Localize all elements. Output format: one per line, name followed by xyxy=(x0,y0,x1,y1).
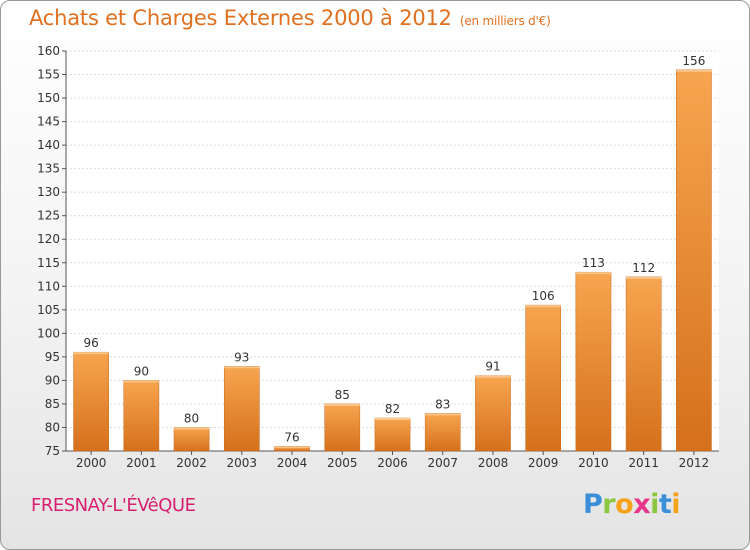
bar xyxy=(73,351,109,452)
y-tick-label: 145 xyxy=(37,115,60,129)
y-tick-label: 100 xyxy=(37,326,60,340)
data-label: 156 xyxy=(682,54,705,68)
y-tick-label: 85 xyxy=(45,397,60,411)
logo-letter: i xyxy=(650,489,659,520)
x-tick-label: 2011 xyxy=(628,456,659,470)
y-tick-label: 90 xyxy=(45,373,60,387)
y-tick-label: 155 xyxy=(37,68,60,82)
chart-subtitle: (en milliers d'€) xyxy=(459,14,551,28)
logo-letter: x xyxy=(633,489,651,520)
x-tick-label: 2001 xyxy=(126,456,157,470)
y-tick-label: 120 xyxy=(37,232,60,246)
logo-letter: P xyxy=(583,489,603,520)
x-tick-label: 2002 xyxy=(176,456,207,470)
data-label: 93 xyxy=(234,350,249,364)
data-label: 90 xyxy=(134,364,149,378)
bar xyxy=(123,380,160,452)
y-tick-label: 125 xyxy=(37,209,60,223)
y-tick-label: 135 xyxy=(37,162,60,176)
y-tick-label: 75 xyxy=(45,444,60,458)
logo-letter: i xyxy=(671,489,681,520)
y-tick-label: 160 xyxy=(37,44,60,58)
logo-letter: t xyxy=(658,489,672,520)
data-label: 76 xyxy=(284,430,299,444)
data-label: 85 xyxy=(335,388,350,402)
bar xyxy=(223,366,260,452)
bar xyxy=(575,271,612,452)
data-label: 113 xyxy=(582,256,605,270)
x-tick-label: 2009 xyxy=(528,456,559,470)
x-tick-label: 2000 xyxy=(76,456,107,470)
logo-letter: o xyxy=(615,489,634,520)
y-tick-label: 95 xyxy=(45,350,60,364)
x-tick-label: 2004 xyxy=(277,456,308,470)
bar xyxy=(324,403,361,452)
x-tick-label: 2010 xyxy=(578,456,609,470)
data-label: 83 xyxy=(435,397,450,411)
y-tick-label: 140 xyxy=(37,138,60,152)
commune-name: FRESNAY-L'ÉVêQUE xyxy=(31,495,196,516)
y-tick-label: 130 xyxy=(37,185,60,199)
chart-title: Achats et Charges Externes 2000 à 2012 (e… xyxy=(29,6,551,30)
proxiti-logo: Proxiti xyxy=(583,489,681,520)
data-label: 106 xyxy=(532,289,555,303)
y-tick-label: 150 xyxy=(37,91,60,105)
data-label: 91 xyxy=(485,360,500,374)
bar xyxy=(374,417,411,452)
x-tick-label: 2006 xyxy=(377,456,408,470)
plot-area xyxy=(66,51,719,451)
chart-title-text: Achats et Charges Externes 2000 à 2012 xyxy=(29,6,452,30)
bar xyxy=(625,276,662,452)
y-tick-label: 105 xyxy=(37,303,60,317)
data-label: 96 xyxy=(83,336,98,350)
data-label: 80 xyxy=(184,411,199,425)
bar xyxy=(475,375,511,452)
x-tick-label: 2003 xyxy=(227,456,258,470)
y-tick-label: 115 xyxy=(37,256,60,270)
data-label: 112 xyxy=(632,261,655,275)
y-tick-label: 110 xyxy=(37,279,60,293)
data-label: 82 xyxy=(385,402,400,416)
bar xyxy=(173,427,210,452)
bar xyxy=(525,304,562,452)
bar xyxy=(424,413,461,452)
y-tick-label: 80 xyxy=(45,420,60,434)
logo-letter: r xyxy=(602,489,616,520)
x-tick-label: 2008 xyxy=(478,456,509,470)
x-tick-label: 2012 xyxy=(679,456,710,470)
x-tick-label: 2005 xyxy=(327,456,358,470)
bar xyxy=(676,69,712,452)
x-tick-label: 2007 xyxy=(427,456,458,470)
